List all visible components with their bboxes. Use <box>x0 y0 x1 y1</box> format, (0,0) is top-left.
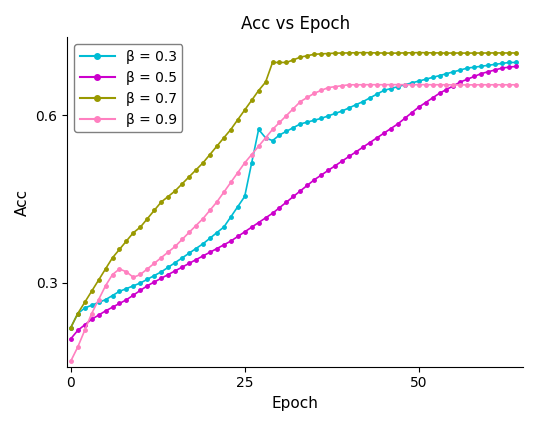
β = 0.7 <box>200 160 206 165</box>
β = 0.7 <box>172 188 179 193</box>
β = 0.5 <box>172 268 179 273</box>
β = 0.9 <box>297 99 303 104</box>
Line: β = 0.9: β = 0.9 <box>69 83 518 363</box>
Line: β = 0.7: β = 0.7 <box>69 51 518 329</box>
β = 0.7 <box>68 325 74 330</box>
β = 0.7 <box>457 51 464 56</box>
β = 0.3 <box>68 325 74 330</box>
Legend: β = 0.3, β = 0.5, β = 0.7, β = 0.9: β = 0.3, β = 0.5, β = 0.7, β = 0.9 <box>74 44 182 132</box>
β = 0.9 <box>457 82 464 87</box>
β = 0.9 <box>499 82 505 87</box>
Line: β = 0.3: β = 0.3 <box>69 61 518 329</box>
β = 0.5 <box>256 220 262 225</box>
Title: Acc vs Epoch: Acc vs Epoch <box>240 15 350 33</box>
β = 0.3 <box>450 69 457 75</box>
β = 0.7 <box>513 50 519 55</box>
β = 0.9 <box>387 82 394 87</box>
β = 0.9 <box>200 216 206 221</box>
β = 0.5 <box>297 188 303 193</box>
β = 0.7 <box>297 55 303 60</box>
β = 0.3 <box>200 241 206 246</box>
β = 0.5 <box>450 83 457 88</box>
β = 0.7 <box>256 88 262 93</box>
β = 0.9 <box>256 144 262 149</box>
β = 0.3 <box>172 260 179 265</box>
β = 0.5 <box>499 66 505 71</box>
X-axis label: Epoch: Epoch <box>272 396 318 411</box>
β = 0.3 <box>297 121 303 127</box>
Line: β = 0.5: β = 0.5 <box>69 65 518 340</box>
β = 0.3 <box>499 61 505 66</box>
β = 0.9 <box>513 82 519 87</box>
β = 0.9 <box>68 359 74 364</box>
β = 0.9 <box>172 244 179 249</box>
β = 0.7 <box>415 50 422 55</box>
β = 0.3 <box>256 127 262 132</box>
β = 0.3 <box>513 60 519 65</box>
β = 0.7 <box>499 50 505 55</box>
Y-axis label: Acc: Acc <box>15 188 30 216</box>
β = 0.5 <box>68 336 74 341</box>
β = 0.5 <box>513 64 519 69</box>
β = 0.5 <box>200 253 206 259</box>
